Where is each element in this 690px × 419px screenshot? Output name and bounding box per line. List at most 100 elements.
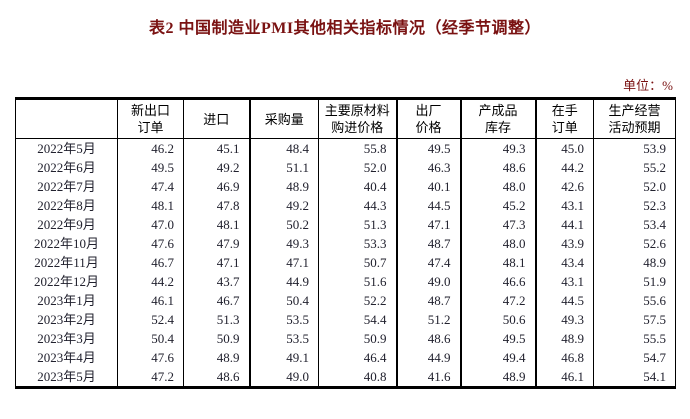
column-header-7: 在手 订单 <box>534 98 594 139</box>
cell-value: 49.2 <box>248 196 319 215</box>
cell-value: 57.5 <box>593 310 676 329</box>
cell-value: 48.7 <box>395 291 461 310</box>
table-row: 2023年3月 50.4 50.9 53.5 50.9 48.6 49.5 48.9 55.5 <box>16 329 676 348</box>
table-row: 2023年2月 52.4 51.3 53.5 54.4 51.2 50.6 49.3 57.5 <box>16 310 676 329</box>
column-header-2: 进口 <box>183 98 250 139</box>
cell-value: 46.1 <box>117 291 184 310</box>
cell-value: 48.9 <box>593 253 676 272</box>
header-row: 新出口 订单 进口 采购量 主要原材料 购进价格 出厂 价格 产成品 库存 在手 订单 生产经… <box>15 98 676 139</box>
column-header-5: 出厂 价格 <box>395 98 461 139</box>
cell-value: 53.9 <box>593 138 676 158</box>
cell-value: 50.4 <box>248 291 319 310</box>
table-row: 2023年1月 46.1 46.7 50.4 52.2 48.7 47.2 44.5 55.6 <box>16 291 676 310</box>
cell-value: 49.5 <box>395 138 461 158</box>
cell-value: 55.5 <box>593 329 676 348</box>
table-row: 2022年10月 47.6 47.9 49.3 53.3 48.7 48.0 43.9 52.6 <box>16 234 676 253</box>
cell-value: 45.1 <box>183 138 250 158</box>
column-header-date <box>15 98 118 139</box>
cell-value: 46.2 <box>117 138 184 158</box>
cell-value: 48.6 <box>395 329 461 348</box>
row-date: 2022年6月 <box>37 160 96 175</box>
cell-value: 48.1 <box>183 215 250 234</box>
cell-value: 49.3 <box>459 138 536 158</box>
cell-value: 50.9 <box>318 329 397 348</box>
cell-value: 49.5 <box>117 158 184 177</box>
unit-label: 单位：% <box>623 78 673 93</box>
cell-value: 43.4 <box>534 253 594 272</box>
cell-value: 48.0 <box>459 234 536 253</box>
cell-value: 44.9 <box>395 348 461 367</box>
column-header-4: 主要原材料 购进价格 <box>318 98 397 139</box>
cell-value: 44.5 <box>534 291 594 310</box>
table-row: 2022年9月 47.0 48.1 50.2 51.3 47.1 47.3 44.1 53.4 <box>16 215 676 234</box>
table-row: 2022年6月 49.5 49.2 51.1 52.0 46.3 48.6 44.2 55.2 <box>16 158 676 177</box>
cell-value: 45.2 <box>459 196 536 215</box>
cell-value: 46.9 <box>183 177 250 196</box>
cell-value: 46.4 <box>318 348 397 367</box>
cell-value: 53.3 <box>318 234 397 253</box>
cell-value: 43.9 <box>534 234 594 253</box>
cell-value: 49.5 <box>459 329 536 348</box>
table-row: 2022年7月 47.4 46.9 48.9 40.4 40.1 48.0 42.6 52.0 <box>16 177 676 196</box>
table-row: 2022年8月 48.1 47.8 49.2 44.3 44.5 45.2 43.1 52.3 <box>16 196 676 215</box>
cell-value: 46.6 <box>459 272 536 291</box>
cell-value: 47.1 <box>183 253 250 272</box>
cell-value: 52.2 <box>318 291 397 310</box>
cell-value: 47.0 <box>117 215 184 234</box>
cell-value: 46.1 <box>534 367 594 388</box>
cell-value: 44.2 <box>534 158 594 177</box>
cell-value: 48.6 <box>183 367 250 388</box>
row-date: 2022年9月 <box>37 217 96 232</box>
cell-value: 48.1 <box>117 196 184 215</box>
cell-value: 40.4 <box>318 177 397 196</box>
cell-value: 52.3 <box>593 196 676 215</box>
cell-value: 51.2 <box>395 310 461 329</box>
cell-value: 53.5 <box>248 310 319 329</box>
cell-value: 48.0 <box>459 177 536 196</box>
cell-value: 49.0 <box>248 367 319 388</box>
cell-value: 41.6 <box>395 367 461 388</box>
cell-value: 48.1 <box>459 253 536 272</box>
column-header-3: 采购量 <box>248 98 319 139</box>
cell-value: 51.9 <box>593 272 676 291</box>
table-row: 2022年12月 44.2 43.7 44.9 51.6 49.0 46.6 43.1 51.9 <box>16 272 676 291</box>
cell-value: 44.1 <box>534 215 594 234</box>
cell-value: 52.4 <box>117 310 184 329</box>
cell-value: 52.6 <box>593 234 676 253</box>
cell-value: 46.7 <box>183 291 250 310</box>
cell-value: 48.4 <box>248 138 319 158</box>
cell-value: 52.0 <box>318 158 397 177</box>
row-date: 2022年11月 <box>34 255 99 270</box>
cell-value: 46.7 <box>117 253 184 272</box>
cell-value: 54.4 <box>318 310 397 329</box>
column-header-6: 产成品 库存 <box>459 98 536 139</box>
cell-value: 47.6 <box>117 348 184 367</box>
cell-value: 43.1 <box>534 272 594 291</box>
row-date: 2023年4月 <box>37 350 96 365</box>
cell-value: 51.6 <box>318 272 397 291</box>
cell-value: 47.9 <box>183 234 250 253</box>
cell-value: 44.5 <box>395 196 461 215</box>
cell-value: 45.0 <box>534 138 594 158</box>
column-header-8: 生产经营 活动预期 <box>593 98 676 139</box>
row-date: 2022年5月 <box>37 141 96 156</box>
cell-value: 44.2 <box>117 272 184 291</box>
cell-value: 40.1 <box>395 177 461 196</box>
row-date: 2023年1月 <box>37 293 96 308</box>
cell-value: 54.1 <box>593 367 676 388</box>
cell-value: 49.0 <box>395 272 461 291</box>
cell-value: 51.1 <box>248 158 319 177</box>
cell-value: 48.9 <box>459 367 536 388</box>
cell-value: 55.8 <box>318 138 397 158</box>
cell-value: 49.1 <box>248 348 319 367</box>
cell-value: 49.2 <box>183 158 250 177</box>
row-date: 2022年12月 <box>33 274 99 289</box>
row-date: 2023年2月 <box>37 312 96 327</box>
cell-value: 47.1 <box>395 215 461 234</box>
cell-value: 47.4 <box>117 177 184 196</box>
row-date: 2022年7月 <box>37 179 96 194</box>
row-date: 2023年3月 <box>37 331 96 346</box>
cell-value: 52.0 <box>593 177 676 196</box>
table-row: 2022年11月 46.7 47.1 47.1 50.7 47.4 48.1 43.4 48.9 <box>16 253 676 272</box>
cell-value: 48.9 <box>534 329 594 348</box>
